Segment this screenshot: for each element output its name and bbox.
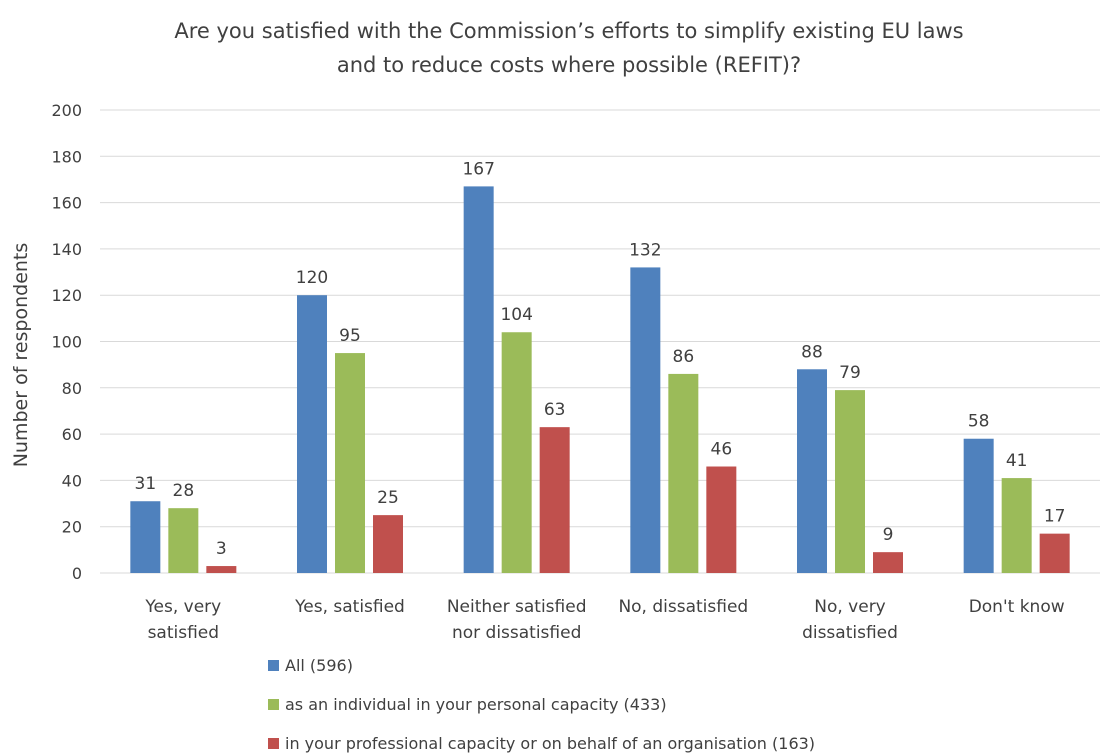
data-label: 120 [296, 268, 328, 288]
legend-swatch [268, 660, 279, 671]
bar [1039, 533, 1070, 573]
data-label: 31 [135, 474, 157, 494]
y-tick-label: 180 [51, 147, 82, 166]
data-label: 58 [968, 412, 990, 432]
y-tick-label: 160 [51, 194, 82, 213]
bar [335, 353, 365, 573]
data-label: 79 [839, 363, 861, 383]
y-tick-label: 0 [72, 564, 82, 583]
data-label: 104 [500, 305, 532, 325]
legend-swatch [268, 699, 279, 710]
legend-item: All (596) [285, 656, 353, 675]
data-label: 28 [173, 481, 195, 501]
data-label: 88 [801, 342, 823, 362]
y-axis-ticks: 0 20 40 60 80 100 120 140 160 180 200 [51, 101, 82, 583]
legend: All (596) as an individual in your person… [268, 656, 815, 753]
data-label: 41 [1006, 451, 1028, 471]
category-label: No, very [814, 597, 886, 617]
y-tick-label: 60 [62, 425, 82, 444]
data-label: 95 [339, 326, 361, 346]
bar [168, 508, 199, 573]
bar [463, 186, 494, 573]
bar [873, 552, 903, 573]
y-tick-label: 200 [51, 101, 82, 120]
bar [539, 427, 570, 573]
category-label: nor dissatisfied [452, 623, 581, 643]
y-tick-label: 40 [62, 471, 82, 490]
y-tick-label: 20 [62, 518, 82, 537]
category-label: Neither satisfied [447, 597, 587, 617]
x-axis-categories: Yes, very satisfied Yes, satisfied Neither … [144, 597, 1064, 643]
gridlines [100, 109, 1100, 574]
data-label: 17 [1044, 507, 1066, 527]
bar [130, 501, 161, 573]
bar [963, 438, 994, 573]
y-tick-label: 120 [51, 286, 82, 305]
chart-title-line: Are you satisfied with the Commission’s … [174, 19, 963, 43]
bar [373, 515, 403, 573]
category-label: satisfied [148, 623, 219, 643]
y-axis-label: Number of respondents [10, 243, 32, 468]
bar [297, 295, 327, 573]
y-tick-label: 100 [51, 333, 82, 352]
data-label: 63 [544, 400, 566, 420]
bar [1001, 478, 1032, 573]
legend-item: in your professional capacity or on beha… [285, 734, 815, 753]
category-label: Yes, satisfied [294, 597, 405, 617]
y-tick-label: 80 [62, 379, 82, 398]
data-label: 132 [629, 240, 661, 260]
bar [835, 390, 865, 573]
data-label: 167 [462, 159, 494, 179]
bar [501, 332, 532, 573]
category-label: Yes, very [144, 597, 221, 617]
bar [668, 373, 699, 573]
y-tick-label: 140 [51, 240, 82, 259]
chart-title: Are you satisfied with the Commission’s … [174, 19, 963, 77]
legend-item: as an individual in your personal capaci… [285, 695, 667, 714]
data-label: 9 [883, 525, 894, 545]
bar [206, 566, 237, 573]
category-label: No, dissatisfied [618, 597, 748, 617]
bar [706, 466, 737, 573]
category-label: dissatisfied [802, 623, 898, 643]
data-labels: 31 28 3 120 95 25 167 104 63 132 86 46 88 79 9 58 41 17 [135, 159, 1066, 559]
legend-swatch [268, 738, 279, 749]
category-label: Don't know [969, 597, 1065, 617]
data-label: 3 [216, 539, 227, 559]
bars [130, 186, 1070, 573]
data-label: 46 [711, 440, 733, 460]
data-label: 25 [377, 488, 399, 508]
bar [630, 267, 661, 573]
chart-title-line: and to reduce costs where possible (REFI… [337, 53, 801, 77]
bar [797, 369, 827, 573]
data-label: 86 [673, 347, 695, 367]
